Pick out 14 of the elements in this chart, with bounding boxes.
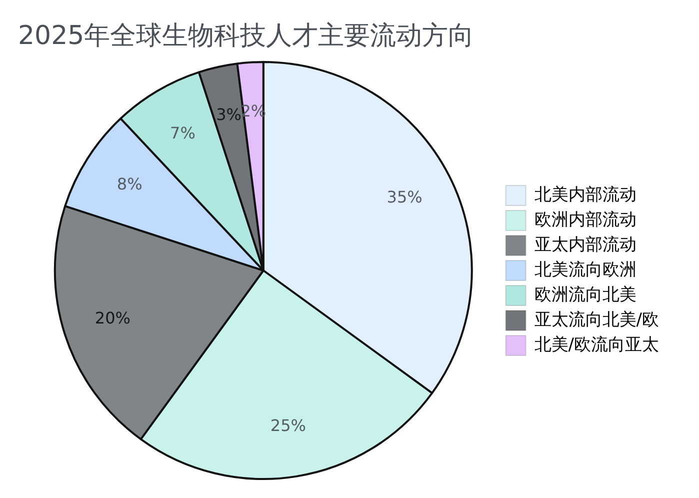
legend-label: 北美内部流动 xyxy=(534,184,636,205)
legend-label: 北美流向欧洲 xyxy=(534,260,636,280)
legend-label: 亚太流向北美/欧 xyxy=(534,310,660,330)
data-label: 20% xyxy=(94,308,130,328)
data-label: 25% xyxy=(270,416,306,436)
data-label: 8% xyxy=(116,174,142,194)
legend-label: 欧洲流向北美 xyxy=(534,284,636,305)
data-label: 35% xyxy=(386,188,422,207)
legend-label: 欧洲内部流动 xyxy=(534,210,636,230)
data-label: 3% xyxy=(216,105,242,124)
legend-label: 北美/欧流向亚太 xyxy=(534,334,660,355)
data-label: 7% xyxy=(170,123,196,142)
legend-label: 亚太内部流动 xyxy=(534,234,636,255)
chart-title: 2025年全球生物科技人才主要流动方向 xyxy=(18,20,474,52)
